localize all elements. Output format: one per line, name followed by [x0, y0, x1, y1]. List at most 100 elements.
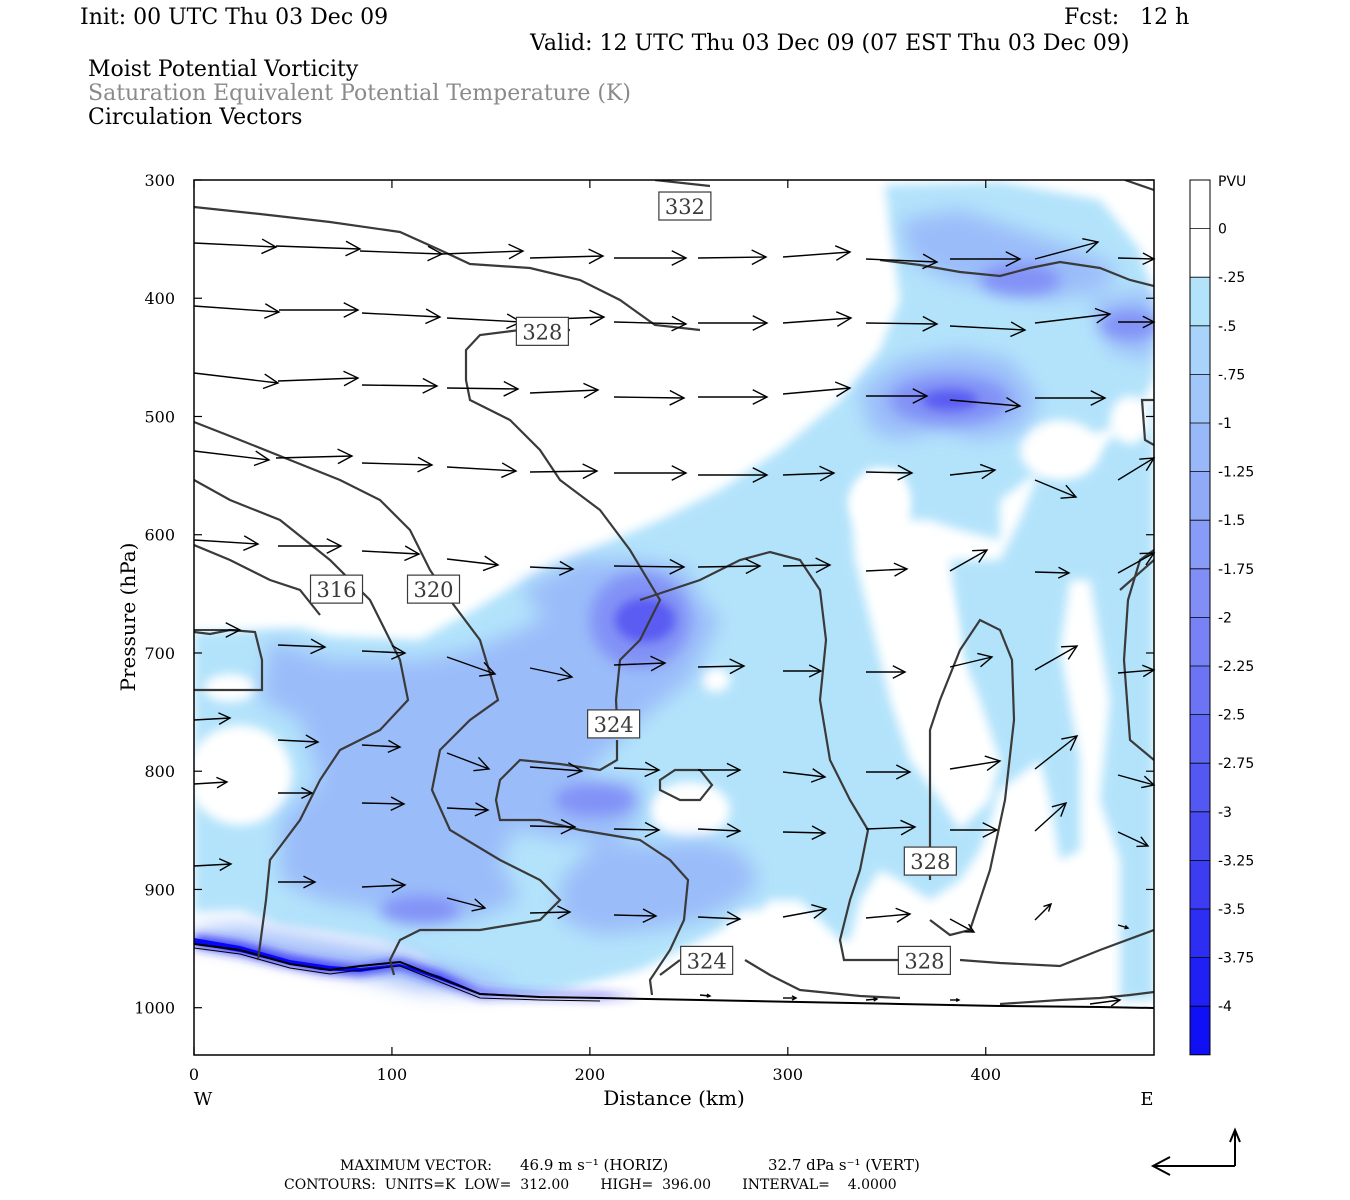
x-tick-label: 400	[970, 1065, 1001, 1084]
y-tick-label: 1000	[134, 999, 175, 1018]
circulation-vector	[446, 897, 486, 909]
circulation-vector	[446, 387, 519, 390]
circulation-vector	[193, 305, 280, 313]
circulation-vector-head	[253, 450, 271, 467]
circulation-vector-head	[811, 903, 828, 919]
circulation-vector	[613, 321, 687, 325]
circulation-vector	[446, 752, 490, 770]
mpv-core	[1100, 311, 1154, 339]
colorbar-label: -3.75	[1218, 951, 1254, 967]
contour-label-box	[680, 945, 734, 976]
circulation-vector-head	[982, 822, 999, 838]
x-tick-label: 200	[575, 1065, 606, 1084]
circulation-vector-head	[1057, 566, 1071, 579]
circulation-vector-head	[310, 638, 327, 655]
circulation-vector-head	[508, 243, 525, 260]
circulation-vector-head	[337, 448, 354, 465]
mpv-hole	[900, 580, 960, 740]
contour-info: CONTOURS: UNITS=K LOW= 312.00 HIGH= 396.…	[284, 1177, 897, 1193]
colorbar-swatch	[1190, 423, 1210, 472]
colorbar-label: -.75	[1218, 367, 1245, 383]
colorbar-swatch	[1190, 957, 1210, 1007]
circulation-vector	[446, 558, 499, 566]
colorbar-label: -2	[1218, 610, 1232, 626]
circulation-vector-head	[671, 315, 688, 332]
circulation-vector	[865, 826, 916, 830]
circulation-vector	[949, 325, 1026, 331]
thetae-contour	[194, 543, 321, 616]
x-axis-west-label: W	[194, 1089, 213, 1110]
y-axis-title: Pressure (hPa)	[116, 543, 140, 692]
circulation-vector-head	[557, 666, 574, 682]
circulation-vector	[782, 831, 826, 834]
circulation-vector-head	[1061, 735, 1079, 751]
colorbar-unit: PVU	[1218, 174, 1246, 190]
terrain-line	[193, 943, 1155, 1009]
circulation-vector-head	[811, 825, 827, 840]
max-vector-vert: 32.7 dPa s⁻¹ (VERT)	[768, 1156, 920, 1174]
circulation-vector	[865, 471, 913, 474]
circulation-vector-head	[1010, 321, 1027, 338]
colorbar-swatch	[1190, 180, 1210, 229]
colorbar-swatch	[1190, 666, 1210, 715]
colorbar-swatch	[1190, 763, 1210, 812]
x-tick-label: 0	[189, 1065, 199, 1084]
circulation-vector	[1034, 571, 1070, 574]
circulation-vector	[1034, 802, 1067, 832]
circulation-vector	[782, 472, 835, 476]
circulation-vector-head	[218, 712, 232, 725]
circulation-vector-head	[834, 381, 852, 398]
circulation-vector-head	[1060, 484, 1078, 499]
circulation-vector	[782, 564, 831, 567]
circulation-vector-head	[835, 311, 853, 327]
contour-label: 328	[904, 949, 944, 973]
mpv-hole	[194, 725, 292, 825]
circulation-vector	[1034, 645, 1078, 671]
circulation-vector	[529, 766, 583, 772]
circulation-vector	[699, 994, 711, 997]
thetae-contour	[194, 479, 410, 961]
circulation-vector-head	[404, 545, 421, 562]
circulation-vector	[865, 322, 938, 325]
circulation-vector	[697, 565, 761, 568]
circulation-vector-head	[343, 370, 360, 387]
circulation-vector-head	[922, 315, 939, 332]
mpv-fill-region	[260, 575, 720, 920]
circulation-vector	[782, 387, 851, 395]
circulation-vector-head	[964, 923, 976, 933]
circulation-vector-head	[1051, 801, 1068, 817]
circulation-vector-head	[955, 997, 961, 1003]
circulation-vector-head	[303, 875, 317, 889]
circulation-vector	[529, 566, 574, 570]
circulation-vector	[361, 312, 441, 318]
circulation-vector	[949, 918, 975, 933]
plot-frame	[193, 179, 1155, 1056]
contour-label-box	[897, 945, 951, 976]
circulation-vector	[613, 662, 666, 666]
circulation-vector-head	[808, 664, 823, 678]
x-tick-label: 300	[773, 1065, 804, 1084]
thetae-contour	[744, 959, 901, 1000]
circulation-vector-head	[706, 993, 712, 998]
thetae-contour	[654, 180, 711, 188]
thetae-contour	[928, 618, 1016, 937]
mpv-fill-region	[430, 760, 640, 840]
circulation-vector-head	[895, 764, 912, 780]
mpv-fill-region	[560, 840, 760, 935]
colorbar-label: -1	[1218, 416, 1232, 432]
circulation-vector	[1117, 669, 1155, 674]
circulation-vector	[193, 539, 259, 545]
circulation-vector-head	[810, 768, 827, 783]
circulation-vector-head	[900, 819, 917, 836]
colorbar-label: -1.75	[1218, 562, 1254, 578]
circulation-vector-head	[243, 535, 260, 552]
mpv-hole	[850, 470, 910, 530]
circulation-vector-head	[892, 665, 907, 679]
circulation-vector	[782, 251, 851, 258]
max-vector-label: MAXIMUM VECTOR:	[340, 1158, 492, 1174]
thetae-contour	[194, 628, 264, 692]
circulation-vector-head	[479, 661, 497, 677]
max-vector-horiz: 46.9 m s⁻¹ (HORIZ)	[520, 1156, 669, 1174]
mpv-core	[555, 784, 635, 816]
circulation-vector	[529, 825, 576, 828]
